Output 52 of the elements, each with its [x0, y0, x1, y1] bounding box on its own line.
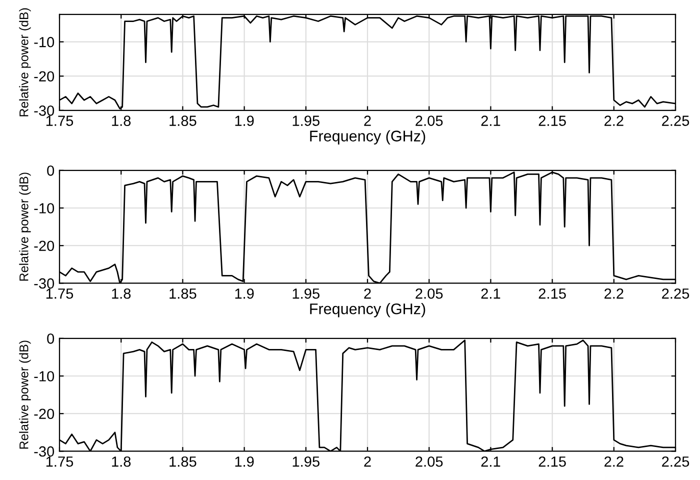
x-tick-label: 1.9	[235, 456, 254, 467]
y-axis-title: Relative power (dB)	[19, 8, 31, 116]
y-axis-title: Relative power (dB)	[19, 172, 31, 281]
x-tick-label: 1.9	[235, 288, 254, 299]
x-tick-label: 1.85	[170, 288, 196, 299]
x-tick-label: 2.15	[538, 456, 566, 467]
x-tick-label: 2.1	[481, 456, 500, 467]
x-tick-label: 2.1	[481, 116, 500, 126]
y-tick-label: -30	[34, 446, 54, 457]
x-tick-label: 1.95	[292, 288, 320, 299]
x-tick-label: 2.25	[662, 288, 690, 299]
x-tick-label: 2	[364, 456, 371, 467]
y-tick-label: -30	[34, 106, 54, 116]
y-axis-title: Relative power (dB)	[19, 340, 31, 449]
x-tick-label: 2.1	[481, 288, 500, 299]
x-tick-label: 2.05	[416, 288, 443, 299]
line-series	[60, 340, 676, 452]
x-tick-label: 1.75	[46, 288, 74, 299]
x-tick-label: 2	[364, 288, 371, 299]
y-tick-label: -20	[34, 71, 54, 82]
line-series	[60, 15, 676, 110]
y-tick-label: -10	[34, 371, 54, 382]
y-tick-label: -30	[34, 278, 54, 289]
x-axis-title: Frequency (GHz)	[310, 303, 426, 318]
y-tick-label: -20	[34, 408, 54, 420]
x-tick-label: 2.2	[604, 116, 624, 126]
x-axis-title: Frequency (GHz)	[310, 130, 426, 144]
x-tick-label: 1.75	[46, 456, 74, 467]
x-tick-label: 2.15	[538, 288, 566, 299]
x-tick-label: 2.15	[538, 116, 566, 126]
x-tick-label: 2.2	[604, 456, 624, 467]
x-tick-label: 2	[364, 116, 371, 126]
y-tick-label: 0	[47, 166, 54, 176]
y-tick-label: -10	[34, 203, 54, 214]
x-tick-label: 1.85	[170, 456, 196, 467]
y-tick-label: 0	[47, 334, 54, 344]
y-tick-label: -20	[34, 240, 54, 252]
x-tick-label: 2.05	[416, 456, 443, 467]
x-tick-label: 1.9	[235, 116, 254, 126]
x-tick-label: 1.8	[112, 456, 131, 467]
x-tick-label: 1.75	[46, 116, 74, 126]
x-tick-label: 1.8	[112, 116, 131, 126]
x-tick-label: 2.25	[662, 456, 690, 467]
x-tick-label: 2.2	[604, 288, 624, 299]
x-tick-label: 2.25	[662, 116, 690, 126]
line-series	[60, 172, 676, 284]
x-tick-label: 1.95	[292, 116, 320, 126]
x-tick-label: 2.05	[416, 116, 443, 126]
x-tick-label: 1.8	[112, 288, 131, 299]
x-tick-label: 1.95	[292, 456, 320, 467]
y-tick-label: -10	[34, 36, 54, 48]
x-tick-label: 1.85	[170, 116, 196, 126]
